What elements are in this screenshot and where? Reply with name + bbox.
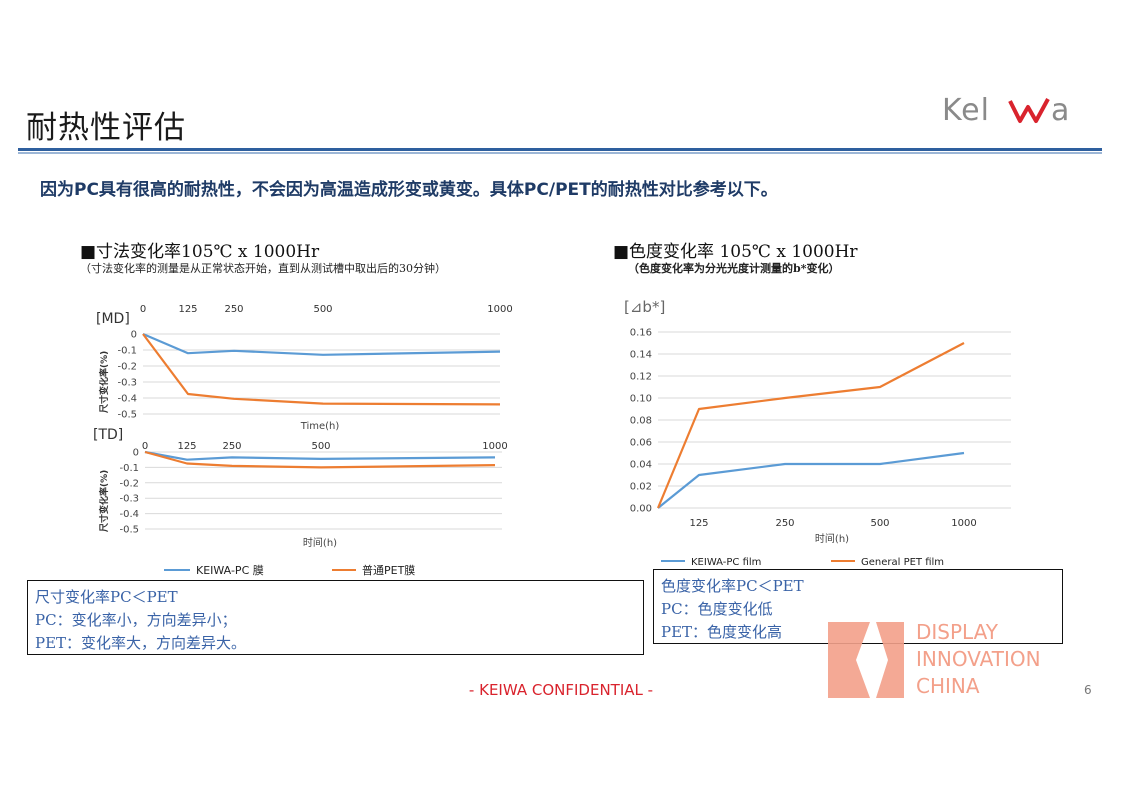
y-tick-label: 0.00 [630, 504, 652, 515]
color-chart-note: （色度变化率为分光光度计测量的b*变化） [628, 262, 840, 275]
y-tick-label: -0.2 [117, 362, 137, 373]
y-tick-label: 0.16 [630, 328, 652, 339]
intro-text: 因为PC具有很高的耐热性，不会因为高温造成形变或黄变。具体PC/PET的耐热性对… [40, 180, 778, 200]
td-xlabel: 时间(h) [303, 536, 337, 549]
x-tick-label: 250 [775, 518, 794, 529]
color-xlabel: 时间(h) [815, 532, 849, 545]
y-tick-label: 0 [133, 448, 139, 459]
confidential-footer: - KEIWA CONFIDENTIAL - [468, 681, 654, 699]
color-summary-line: PC：色度变化低 [661, 600, 773, 618]
x-tick-label: 125 [689, 518, 708, 529]
header-rule [18, 148, 1102, 151]
dimension-summary-line: PET：变化率大，方向差异大。 [35, 634, 247, 652]
series-line-0 [142, 332, 501, 356]
display-innovation-china-watermark: DISPLAY INNOVATION CHINA [828, 620, 1041, 698]
x-tick-label: 0 [142, 441, 148, 452]
td-ylabel: 尺寸变化率(%) [98, 470, 110, 532]
color-axis-tag: [⊿b*] [624, 298, 665, 316]
y-tick-label: -0.4 [117, 394, 137, 405]
x-tick-label: 125 [178, 304, 197, 315]
y-tick-label: -0.1 [117, 346, 137, 357]
legend-label-pet-film: General PET film [861, 557, 944, 568]
series-line-0 [144, 450, 496, 461]
dimension-summary-line: 尺寸变化率PC＜PET [35, 588, 178, 606]
y-tick-label: -0.5 [119, 525, 139, 536]
color-chart: [⊿b*] 0.00 0.02 0.04 0.06 0.08 0.10 0.12 0.14 0.… [624, 298, 1011, 545]
x-tick-label: 1000 [951, 518, 976, 529]
watermark-line: CHINA [916, 674, 980, 698]
series-line-1 [656, 342, 965, 509]
y-tick-label: 0.12 [630, 372, 652, 383]
series-line-1 [142, 333, 501, 406]
page-number: 6 [1084, 683, 1092, 697]
x-tick-label: 125 [177, 441, 196, 452]
svg-text:a: a [1051, 93, 1069, 127]
y-tick-label: 0.04 [630, 460, 652, 471]
color-chart-title: ■色度变化率 105℃ x 1000Hr [613, 242, 858, 262]
y-tick-label: -0.3 [119, 494, 139, 505]
x-tick-label: 1000 [487, 304, 512, 315]
md-ylabel: 尺寸变化率(%) [98, 351, 110, 413]
y-tick-label: 0.06 [630, 438, 652, 449]
x-tick-label: 500 [311, 441, 330, 452]
x-tick-label: 1000 [482, 441, 507, 452]
watermark-line: DISPLAY [916, 620, 999, 644]
y-tick-label: 0.10 [630, 394, 652, 405]
dimension-summary-box: 尺寸变化率PC＜PET PC：变化率小，方向差异小； PET：变化率大，方向差异… [27, 580, 644, 655]
page-title: 耐热性评估 [26, 110, 186, 146]
y-tick-label: -0.3 [117, 378, 137, 389]
color-summary-line: 色度变化率PC＜PET [661, 577, 804, 595]
x-tick-label: 0 [140, 304, 146, 315]
color-legend: KEIWA-PC film General PET film [661, 557, 944, 568]
svg-text:Kel: Kel [942, 93, 990, 127]
y-tick-label: -0.4 [119, 509, 139, 520]
series-line-0 [657, 451, 965, 509]
y-tick-label: -0.2 [119, 478, 139, 489]
dimension-summary-line: PC：变化率小，方向差异小； [35, 611, 237, 629]
y-tick-label: 0.02 [630, 482, 652, 493]
md-xlabel: Time(h) [300, 421, 340, 432]
x-tick-label: 250 [224, 304, 243, 315]
x-tick-label: 500 [313, 304, 332, 315]
y-tick-label: -0.1 [119, 463, 139, 474]
dimension-legend: KEIWA-PC 膜 普通PET膜 [164, 563, 415, 577]
color-summary-line: PET：色度变化高 [661, 623, 783, 641]
td-axis-tag: [TD] [93, 427, 123, 443]
header-rule-light [18, 152, 1102, 154]
md-axis-tag: [MD] [96, 311, 130, 327]
x-tick-label: 250 [222, 441, 241, 452]
keiwa-logo: Kel a [942, 93, 1069, 127]
watermark-line: INNOVATION [916, 647, 1041, 671]
legend-label-pet: 普通PET膜 [362, 563, 415, 577]
y-tick-label: -0.5 [117, 410, 137, 421]
series-line-1 [144, 450, 496, 469]
y-tick-label: 0.14 [630, 350, 652, 361]
dimension-chart-note: （寸法变化率的测量是从正常状态开始，直到从测试槽中取出后的30分钟） [80, 262, 446, 275]
y-tick-label: 0.08 [630, 416, 652, 427]
x-tick-label: 500 [870, 518, 889, 529]
legend-label-pc: KEIWA-PC 膜 [196, 564, 264, 577]
md-chart: [MD] 尺寸变化率(%) 0 -0.1 -0.2 -0.3 -0.4 -0.5 0 125… [96, 304, 513, 432]
y-tick-label: 0 [131, 330, 137, 341]
dimension-chart-title: ■寸法变化率105℃ x 1000Hr [80, 242, 320, 262]
td-chart: [TD] 尺寸变化率(%) 0-0.1-0.2-0.3-0.4-0.5 0 125… [93, 427, 508, 549]
legend-label-pc-film: KEIWA-PC film [691, 557, 761, 568]
